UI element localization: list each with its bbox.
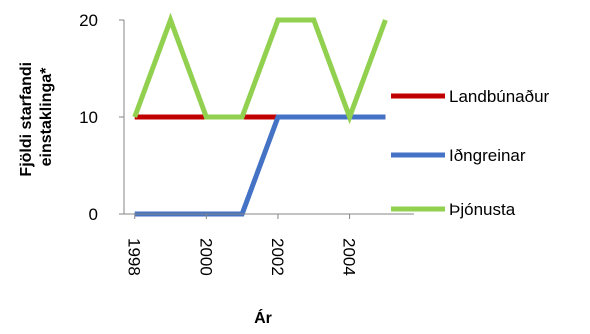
y-tick-label: 0 <box>89 205 98 224</box>
legend: Landbúnaður Iðngreinar Þjónusta <box>391 87 550 219</box>
y-axis-title-line-2: einstaklinga* <box>38 67 55 166</box>
series-line-3 <box>132 12 388 125</box>
x-tick-label: 2000 <box>196 238 215 276</box>
y-axis-title: Fjöldi starfandi einstaklinga* <box>18 57 55 176</box>
series-line-2 <box>134 114 386 217</box>
y-axis-ticks: 0 10 20 <box>79 11 124 224</box>
y-axis-title-line-1: Fjöldi starfandi <box>18 62 35 177</box>
x-axis-ticks: 1998 2000 2002 2004 <box>125 214 359 276</box>
x-tick-label: 1998 <box>125 238 144 276</box>
plot-lines <box>132 12 388 217</box>
y-tick-label: 20 <box>79 11 98 30</box>
legend-label-3: Þjónusta <box>449 200 516 219</box>
x-tick-label: 2004 <box>340 238 359 276</box>
x-axis-title: Ár <box>254 308 272 327</box>
x-tick-label: 2002 <box>268 238 287 276</box>
legend-label-2: Iðngreinar <box>449 146 526 165</box>
y-tick-label: 10 <box>79 108 98 127</box>
legend-label-1: Landbúnaður <box>449 87 550 106</box>
